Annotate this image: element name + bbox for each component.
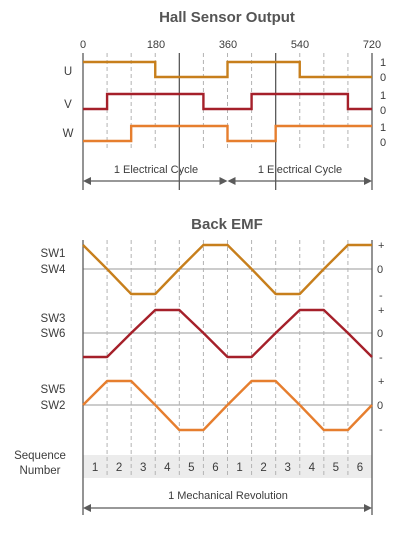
grid-layer <box>82 53 373 515</box>
hall-title: Hall Sensor Output <box>159 9 295 26</box>
emf-signal-sw1 <box>82 243 372 296</box>
emf-sw3-plus: + <box>378 305 384 317</box>
emf-sw1-label: SW1 <box>41 248 66 260</box>
sequence-number: 4 <box>164 462 171 474</box>
sequence-number: 2 <box>260 462 266 474</box>
electrical-cycle-arrow-1-head-left <box>83 177 91 185</box>
hall-signal-v <box>83 92 372 111</box>
signal-layer <box>82 60 373 432</box>
electrical-cycle-arrow-2-head-left <box>227 177 236 185</box>
emf-sw3-label: SW3 <box>41 313 66 325</box>
degree-tick-180: 180 <box>147 39 165 51</box>
hall-label-v: V <box>64 99 72 111</box>
sequence-number: 1 <box>236 462 242 474</box>
hall-u-high-label: 1 <box>380 57 386 69</box>
emf-signal-sw5 <box>82 379 373 432</box>
hall-w-high-label: 1 <box>380 122 386 134</box>
sequence-number: 2 <box>116 462 122 474</box>
sequence-number: 3 <box>285 462 291 474</box>
emf-sw1-minus: - <box>379 290 383 302</box>
degree-tick-540: 540 <box>291 39 309 51</box>
emf-sw4-label: SW4 <box>41 264 67 276</box>
hall-label-u: U <box>64 66 72 78</box>
sequence-number: 5 <box>188 462 194 474</box>
emf-sw5-plus: + <box>378 376 384 388</box>
revolution-label: 1 Mechanical Revolution <box>168 490 288 502</box>
emf-sw5-zero: 0 <box>377 400 383 412</box>
emf-sw6-label: SW6 <box>41 328 66 340</box>
sequence-number: 4 <box>309 462 316 474</box>
arrow-layer <box>83 177 372 512</box>
hall-signal-u <box>83 60 372 79</box>
sequence-label-line2: Number <box>20 465 61 477</box>
sequence-number: 1 <box>92 462 98 474</box>
hall-v-high-label: 1 <box>380 90 386 102</box>
emf-sw3-minus: - <box>379 352 383 364</box>
hall-label-w: W <box>63 128 74 140</box>
cycle-label-1: 1 Electrical Cycle <box>114 164 198 176</box>
emf-title: Back EMF <box>191 216 263 233</box>
hall-u-low-label: 0 <box>380 72 386 84</box>
degree-tick-720: 720 <box>363 39 381 51</box>
hall-v-low-label: 0 <box>380 105 386 117</box>
emf-sw5-label: SW5 <box>41 384 66 396</box>
sequence-number: 5 <box>333 462 339 474</box>
emf-sw5-minus: - <box>379 424 383 436</box>
electrical-cycle-arrow-2-head-right <box>364 177 372 185</box>
electrical-cycle-arrow-1-head-right <box>219 177 228 185</box>
emf-sw1-zero: 0 <box>377 264 383 276</box>
sequence-number: 6 <box>357 462 363 474</box>
hall-w-low-label: 0 <box>380 137 386 149</box>
emf-sw1-plus: + <box>378 240 384 252</box>
degree-tick-360: 360 <box>219 39 237 51</box>
emf-signal-sw3 <box>83 308 373 359</box>
emf-sw3-zero: 0 <box>377 328 383 340</box>
mechanical-revolution-arrow-head-right <box>364 504 372 512</box>
sequence-label-line1: Sequence <box>14 450 66 462</box>
emf-sw2-label: SW2 <box>41 400 66 412</box>
degree-tick-0: 0 <box>80 39 86 51</box>
cycle-label-2: 1 Electrical Cycle <box>258 164 342 176</box>
sequence-number: 6 <box>212 462 218 474</box>
sequence-number: 3 <box>140 462 146 474</box>
mechanical-revolution-arrow-head-left <box>83 504 91 512</box>
hall-signal-w <box>83 124 372 143</box>
sequence-number-layer: 1 2 3 4 5 6 1 2 3 4 5 6 <box>92 462 363 474</box>
